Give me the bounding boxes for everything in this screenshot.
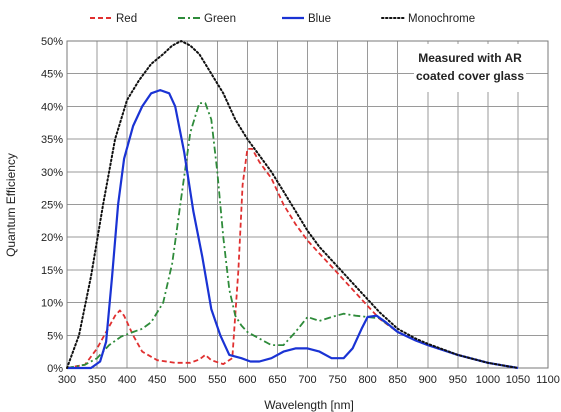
x-tick-label: 600: [238, 374, 256, 386]
x-tick-label: 750: [328, 374, 346, 386]
legend-label-green: Green: [204, 13, 236, 25]
x-tick-label: 1100: [536, 374, 560, 386]
grid-layer: [66, 40, 549, 369]
x-tick-label: 1000: [476, 374, 500, 386]
x-tick-label: 650: [268, 374, 286, 386]
legend-label-red: Red: [116, 13, 137, 25]
x-tick-label: 350: [88, 374, 106, 386]
annotation-line-2: coated cover glass: [416, 69, 524, 83]
x-tick-label: 900: [419, 374, 437, 386]
x-tick-label: 800: [358, 374, 376, 386]
y-tick-label: 15%: [41, 265, 63, 277]
series-line-green: [66, 102, 519, 369]
x-tick-label: 500: [178, 374, 196, 386]
y-tick-label: 50%: [41, 36, 63, 48]
series-line-blue: [67, 89, 519, 370]
annotation-line-1: Measured with AR: [418, 51, 522, 65]
y-tick-label: 0%: [47, 363, 63, 375]
series-line-monochrome: [66, 40, 519, 369]
y-tick-label: 45%: [41, 69, 63, 81]
axis-layer: 300 350 400 450 500 550 600 650 700 750 800 850 900 9…: [41, 36, 560, 386]
x-tick-label: 550: [208, 374, 226, 386]
y-tick-label: 30%: [41, 167, 63, 179]
y-tick-label: 40%: [41, 101, 63, 113]
x-tick-label: 950: [449, 374, 467, 386]
x-tick-label: 1050: [506, 374, 530, 386]
x-tick-label: 850: [389, 374, 407, 386]
x-tick-label: 300: [58, 374, 76, 386]
annotation-box: [414, 44, 526, 92]
plot-frame: [66, 40, 549, 369]
y-tick-label: 25%: [41, 200, 63, 212]
legend: Red Green Blue Monochrome: [90, 13, 475, 25]
y-tick-label: 5%: [47, 330, 63, 342]
series-layer: [66, 40, 519, 370]
x-tick-label: 700: [298, 374, 316, 386]
series-line-red: [66, 148, 519, 369]
legend-label-monochrome: Monochrome: [408, 13, 475, 25]
y-axis-title: Quantum Efficiency: [4, 153, 18, 257]
legend-label-blue: Blue: [308, 13, 331, 25]
x-axis-title: Wavelength [nm]: [264, 398, 354, 412]
x-tick-label: 400: [118, 374, 136, 386]
y-tick-label: 10%: [41, 298, 63, 310]
y-tick-label: 35%: [41, 134, 63, 146]
y-tick-label: 20%: [41, 232, 63, 244]
x-tick-label: 450: [148, 374, 166, 386]
